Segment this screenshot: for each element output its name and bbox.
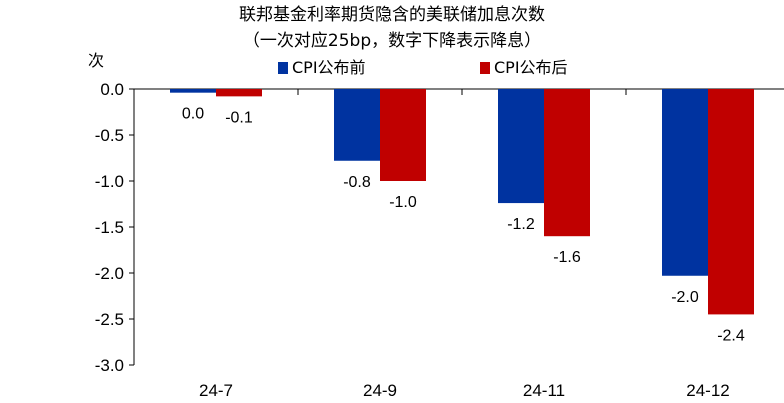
y-tick-label: -2.5 (95, 310, 124, 329)
axes: 0.0 -0.5 -1.0 -1.5 -2.0 -2.5 -3.0 24-7 24-9 24-11… (95, 80, 784, 400)
legend-label-0: CPI公布前 (292, 58, 366, 77)
y-tick-label: -1.0 (95, 172, 124, 191)
legend-label-1: CPI公布后 (494, 58, 568, 77)
bar-before-24-7 (170, 89, 216, 93)
bar-before-24-12 (662, 89, 708, 276)
data-label: 0.0 (182, 106, 204, 123)
data-label: -0.8 (343, 174, 371, 191)
y-tick-label: -3.0 (95, 356, 124, 375)
x-tick-label: 24-11 (523, 381, 565, 400)
bar-after-24-9 (380, 89, 426, 181)
bar-after-24-7 (216, 89, 262, 97)
bar-after-24-11 (544, 89, 590, 237)
x-tick-label: 24-7 (199, 381, 233, 400)
x-tick-label: 24-9 (363, 381, 397, 400)
chart-title: 联邦基金利率期货隐含的美联储加息次数 (239, 5, 545, 25)
x-tick-label: 24-12 (686, 381, 729, 400)
bar-before-24-11 (498, 89, 544, 204)
bar-before-24-9 (334, 89, 380, 161)
legend: CPI公布前 CPI公布后 (278, 58, 568, 77)
y-tick-label: 0.0 (100, 80, 124, 99)
bars (170, 89, 754, 315)
y-tick-label: -2.0 (95, 264, 124, 283)
legend-swatch-0 (278, 62, 288, 74)
legend-swatch-1 (480, 62, 490, 74)
y-tick-label: -0.5 (95, 126, 124, 145)
data-label: -2.0 (671, 289, 699, 306)
y-tick-label: -1.5 (95, 218, 124, 237)
data-label: -2.4 (717, 327, 745, 344)
bar-after-24-12 (708, 89, 754, 315)
data-label: -1.2 (507, 216, 535, 233)
data-label: -1.0 (389, 194, 417, 211)
y-axis-label: 次 (88, 51, 104, 70)
data-labels: 0.0 -0.1 -0.8 -1.0 -1.2 -1.6 -2.0 -2.4 (182, 106, 745, 345)
data-label: -0.1 (225, 109, 253, 126)
chart-subtitle: （一次对应25bp，数字下降表示降息） (243, 31, 541, 51)
data-label: -1.6 (553, 249, 581, 266)
